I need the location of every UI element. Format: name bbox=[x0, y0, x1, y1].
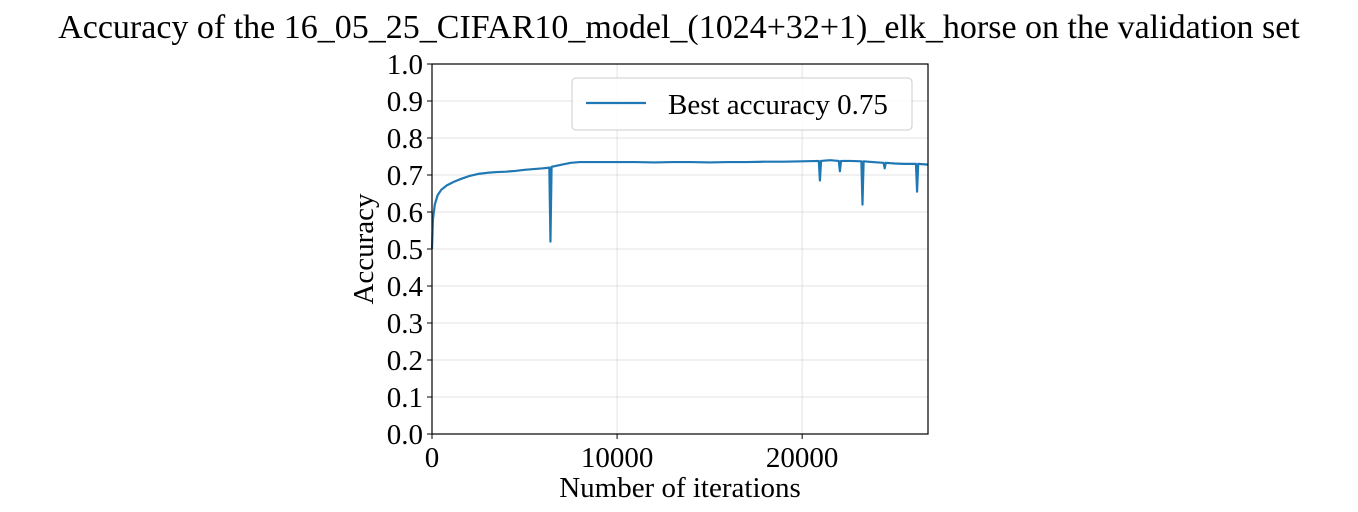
y-tick-label: 0.8 bbox=[387, 123, 423, 155]
y-tick-label: 0.6 bbox=[387, 197, 423, 229]
x-tick-label: 20000 bbox=[766, 442, 839, 474]
y-tick-label: 1.0 bbox=[387, 49, 423, 81]
y-ticks: 0.0 0.1 0.2 0.3 0.4 0.5 0.6 0.7 0.8 0.9 1.0 bbox=[387, 49, 432, 451]
series-line bbox=[430, 159, 929, 250]
y-tick-label: 0.5 bbox=[387, 234, 423, 266]
y-tick-label: 0.0 bbox=[387, 419, 423, 451]
y-tick-label: 0.2 bbox=[387, 345, 423, 377]
y-tick-label: 0.4 bbox=[387, 271, 424, 303]
y-tick-label: 0.3 bbox=[387, 308, 423, 340]
legend-label: Best accuracy 0.75 bbox=[668, 89, 888, 121]
x-tick-label: 0 bbox=[425, 442, 440, 474]
x-tick-label: 10000 bbox=[581, 442, 654, 474]
y-axis-label: Accuracy bbox=[348, 193, 380, 305]
y-tick-label: 0.9 bbox=[387, 86, 423, 118]
y-tick-label: 0.1 bbox=[387, 382, 423, 414]
chart-title: Accuracy of the 16_05_25_CIFAR10_model_(… bbox=[58, 9, 1300, 46]
x-ticks: 0 10000 20000 bbox=[425, 434, 839, 474]
legend: Best accuracy 0.75 bbox=[571, 77, 913, 131]
legend-box bbox=[571, 77, 913, 131]
y-tick-label: 0.7 bbox=[387, 160, 423, 192]
plot-frame bbox=[431, 63, 929, 435]
x-axis-label: Number of iterations bbox=[559, 472, 801, 504]
